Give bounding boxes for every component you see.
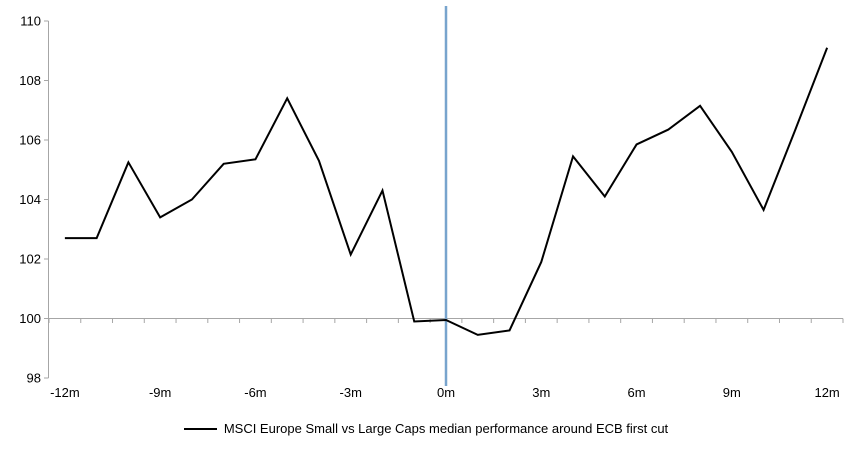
x-axis-tick-label: 12m [814, 385, 839, 400]
y-axis-tick-label: 102 [19, 252, 41, 267]
x-axis-tick-label: 6m [628, 385, 646, 400]
x-axis-tick-label: -3m [340, 385, 362, 400]
y-axis-tick-label: 100 [19, 311, 41, 326]
x-axis-tick-label: -12m [50, 385, 80, 400]
x-axis-tick-label: -6m [244, 385, 266, 400]
x-axis-tick-label: -9m [149, 385, 171, 400]
legend-line-swatch [183, 427, 217, 430]
x-axis-tick-label: 9m [723, 385, 741, 400]
y-axis-tick-label: 106 [19, 133, 41, 148]
y-axis-tick-label: 110 [20, 14, 41, 29]
x-axis-tick-label: 3m [532, 385, 550, 400]
y-axis-tick-label: 104 [19, 192, 41, 207]
legend-label: MSCI Europe Small vs Large Caps median p… [223, 421, 669, 436]
x-axis-tick-label: 0m [437, 385, 455, 400]
performance-series-line [64, 47, 829, 336]
legend: MSCI Europe Small vs Large Caps median p… [0, 421, 852, 436]
y-axis-tick-label: 98 [27, 371, 41, 386]
y-axis-tick-label: 108 [19, 73, 41, 88]
